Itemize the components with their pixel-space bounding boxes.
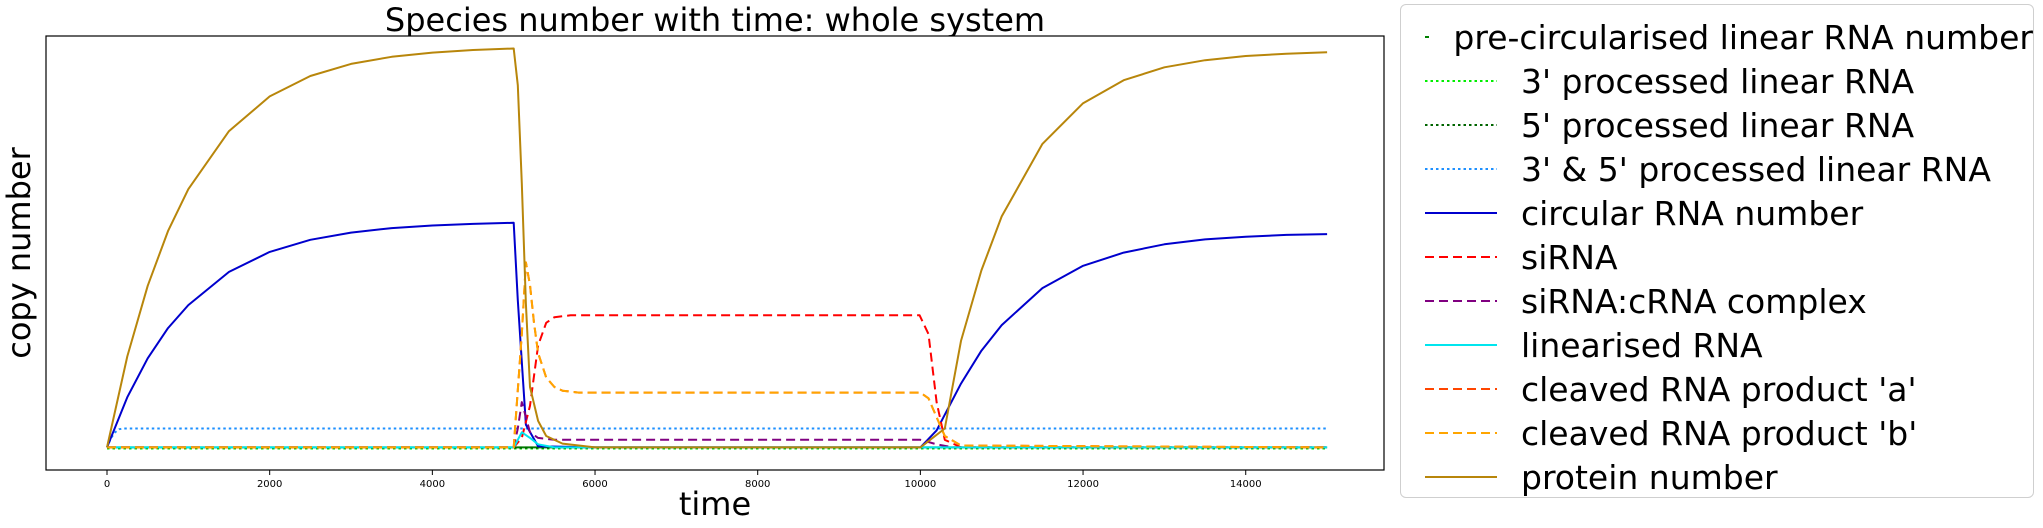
legend-item: siRNA — [1401, 235, 2033, 279]
legend-swatch — [1425, 212, 1497, 214]
x-tick-label: 14000 — [1230, 479, 1262, 490]
x-axis-ticks: 0 2000 4000 6000 8000 10000 12000 14000 — [104, 470, 1262, 490]
y-axis-label: copy number — [0, 146, 38, 358]
legend-label: siRNA — [1521, 237, 1618, 277]
legend-swatch — [1425, 344, 1497, 346]
series-line-10 — [106, 47, 1328, 449]
legend-label: 3' & 5' processed linear RNA — [1521, 149, 1991, 189]
plot-area-frame — [45, 35, 1385, 471]
series-line-5 — [107, 314, 1328, 449]
legend-swatch — [1425, 256, 1497, 258]
legend-swatch — [1425, 388, 1497, 390]
x-tick-label: 12000 — [1067, 479, 1099, 490]
legend-label: pre-circularised linear RNA number — [1453, 17, 2033, 57]
legend-item: cleaved RNA product 'b' — [1401, 411, 2033, 455]
series-line-4 — [106, 221, 1328, 449]
x-tick-label: 0 — [104, 479, 110, 490]
x-axis-label: time — [679, 485, 751, 523]
legend-item: linearised RNA — [1401, 323, 2033, 367]
legend-swatch — [1425, 124, 1497, 126]
legend-label: siRNA:cRNA complex — [1521, 281, 1867, 321]
x-tick-label: 2000 — [257, 479, 282, 490]
legend-item: 3' processed linear RNA — [1401, 59, 2033, 103]
legend-label: cleaved RNA product 'b' — [1521, 413, 1918, 453]
legend-swatch — [1425, 476, 1497, 478]
legend-item: protein number — [1401, 455, 2033, 499]
legend-label: circular RNA number — [1521, 193, 1864, 233]
legend-swatch — [1425, 168, 1497, 170]
chart-title: Species number with time: whole system — [385, 1, 1045, 39]
legend-label: 5' processed linear RNA — [1521, 105, 1915, 145]
legend-item: circular RNA number — [1401, 191, 2033, 235]
legend-item: cleaved RNA product 'a' — [1401, 367, 2033, 411]
legend-label: protein number — [1521, 457, 1778, 497]
legend-swatch — [1425, 300, 1497, 302]
x-tick-label: 6000 — [582, 479, 607, 490]
legend-swatch — [1425, 36, 1430, 38]
legend-item: pre-circularised linear RNA number — [1401, 15, 2033, 59]
legend-label: cleaved RNA product 'a' — [1521, 369, 1917, 409]
x-tick-label: 10000 — [904, 479, 936, 490]
series-lines — [106, 47, 1328, 450]
legend-item: 5' processed linear RNA — [1401, 103, 2033, 147]
legend-label: linearised RNA — [1521, 325, 1763, 365]
legend: pre-circularised linear RNA number 3' pro… — [1400, 4, 2034, 498]
legend-label: 3' processed linear RNA — [1521, 61, 1915, 101]
x-tick-label: 8000 — [745, 479, 770, 490]
series-line-6 — [107, 401, 1328, 449]
legend-item: siRNA:cRNA complex — [1401, 279, 2033, 323]
x-tick-label: 4000 — [420, 479, 445, 490]
legend-swatch — [1425, 432, 1497, 434]
legend-swatch — [1425, 80, 1497, 82]
legend-item: 3' & 5' processed linear RNA — [1401, 147, 2033, 191]
series-line-9 — [107, 261, 1328, 449]
